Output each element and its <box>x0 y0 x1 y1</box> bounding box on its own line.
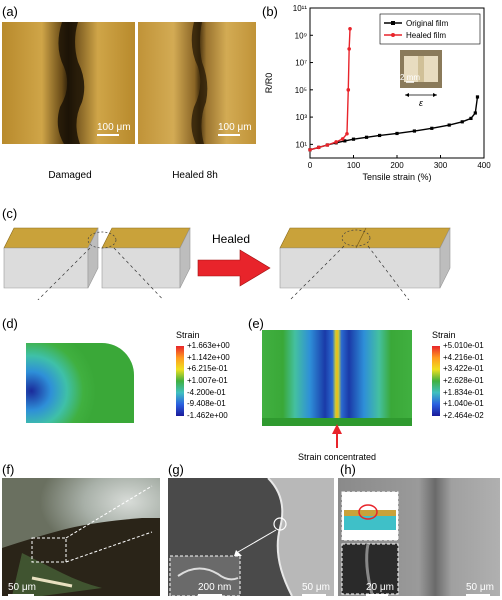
series-point-1 <box>340 137 345 141</box>
colorbar-e <box>432 346 440 416</box>
scalebar-g: 50 μm <box>302 582 330 596</box>
x-tick-label: 400 <box>477 161 491 170</box>
legend-swatch-marker <box>391 33 395 37</box>
inset-strain-symbol: ε <box>419 98 424 108</box>
panel-label-a: (a) <box>2 4 18 19</box>
panel-d-colorbar-label: +1.663e+00 <box>187 341 230 350</box>
scalebar-h: 50 μm <box>466 582 494 596</box>
panel-e-colorbar-label: +2.628e-01 <box>443 376 484 385</box>
series-point-1 <box>316 145 321 150</box>
y-tick-label: 10⁹ <box>295 31 307 40</box>
series-point-1 <box>347 47 351 51</box>
panel-label-c: (c) <box>2 206 18 221</box>
series-point-0 <box>351 137 356 141</box>
panel-e-colorbar-label: +5.010e-01 <box>443 341 484 350</box>
y-axis-label: R/R0 <box>264 73 274 94</box>
series-point-0 <box>364 135 369 139</box>
schematic-healing <box>3 227 451 300</box>
series-point-0 <box>460 120 464 124</box>
panel-label-d: (d) <box>2 316 18 331</box>
strain-arrow <box>332 424 342 448</box>
colorbar-d <box>176 346 184 416</box>
panel-e-colorbar-label: +1.040e-01 <box>443 399 484 409</box>
series-point-1 <box>346 88 351 92</box>
caption-damaged: Damaged <box>48 170 92 181</box>
caption-healed: Healed 8h <box>172 170 218 181</box>
micrograph-h: 20 μm 50 μm <box>338 478 500 596</box>
panel-label-e: (e) <box>248 316 264 331</box>
micrograph-g: 200 nm 50 μm <box>168 478 334 596</box>
micrograph-healed: 100 μm <box>138 22 256 144</box>
x-tick-label: 100 <box>347 161 361 170</box>
x-tick-label: 300 <box>434 161 448 170</box>
panel-label-h: (h) <box>340 462 356 477</box>
legend-entry: Original film <box>406 19 449 28</box>
panel-label-b: (b) <box>262 4 278 19</box>
series-point-0 <box>430 126 434 130</box>
scalebar-healed: 100 μm <box>218 122 252 136</box>
panel-e-colorbar-label: +1.834e-01 <box>443 387 484 397</box>
series-point-0 <box>395 131 399 136</box>
micrograph-f: 50 μm <box>2 478 160 596</box>
series-point-0 <box>475 95 480 99</box>
legend-title-d: Strain <box>176 330 200 340</box>
fem-damaged <box>26 343 134 423</box>
legend-entry: Healed film <box>406 31 446 40</box>
series-line-1 <box>309 28 351 151</box>
healed-label: Healed <box>212 232 251 246</box>
series-point-0 <box>412 129 416 133</box>
series-point-1 <box>325 143 330 147</box>
series-point-0 <box>378 133 382 138</box>
inset-arrow-left <box>405 93 409 97</box>
panel-e-colorbar-label: +3.422e-01 <box>443 364 484 374</box>
panel-e-colorbar-label: +4.216e-01 <box>443 352 484 362</box>
y-tick-label: 10¹ <box>295 140 307 149</box>
y-tick-label: 10⁷ <box>295 59 307 68</box>
series-point-1 <box>348 26 352 31</box>
series-point-0 <box>343 139 347 143</box>
series-point-0 <box>469 116 473 121</box>
panel-d-colorbar-label: -4.200e-01 <box>187 387 226 397</box>
x-tick-label: 0 <box>308 161 313 170</box>
panel-d-colorbar-label: -9.408e-01 <box>187 399 226 409</box>
series-point-1 <box>334 140 338 144</box>
inset-arrow-right <box>433 93 437 97</box>
series-point-0 <box>473 111 477 115</box>
scalebar-damaged: 100 μm <box>97 122 131 136</box>
scalebar-f: 50 μm <box>8 582 36 596</box>
panel-d-colorbar-label: +1.142e+00 <box>187 352 230 362</box>
y-tick-label: 10³ <box>295 113 307 122</box>
legend-box <box>379 13 481 45</box>
y-tick-label: 10¹¹ <box>293 4 308 13</box>
annotation-strain-concentrated: Strain concentrated <box>297 452 377 462</box>
inset-crack <box>418 56 424 82</box>
micrograph-damaged: 100 μm <box>2 22 135 144</box>
panel-e-colorbar-label: +2.464e-02 <box>443 411 484 420</box>
panel-d-colorbar-label: -1.462e+00 <box>187 411 228 420</box>
chart-resistance-strain: 0 100 200 300 400 10¹ 10³ 10⁵ 10⁷ 10⁹ 10¹¹ Tensile … <box>264 4 491 182</box>
fem-healed <box>262 330 412 426</box>
legend-swatch-marker <box>391 21 395 25</box>
inset-scalebar-label: 2 mm <box>400 73 420 82</box>
x-tick-label: 200 <box>390 161 404 170</box>
panel-d-colorbar-label: +1.007e-01 <box>187 376 228 385</box>
legend-title-e: Strain <box>432 330 456 340</box>
panel-label-g: (g) <box>168 462 184 477</box>
series-point-1 <box>345 131 349 136</box>
y-tick-label: 10⁵ <box>295 86 307 95</box>
scalebar-g-inset: 200 nm <box>198 582 231 596</box>
series-point-1 <box>308 147 312 152</box>
x-axis-label: Tensile strain (%) <box>362 172 431 182</box>
panel-label-f: (f) <box>2 462 15 477</box>
series-point-0 <box>447 123 451 127</box>
scalebar-h-inset: 20 μm <box>366 582 394 596</box>
panel-d-colorbar-label: +6.215e-01 <box>187 364 228 374</box>
